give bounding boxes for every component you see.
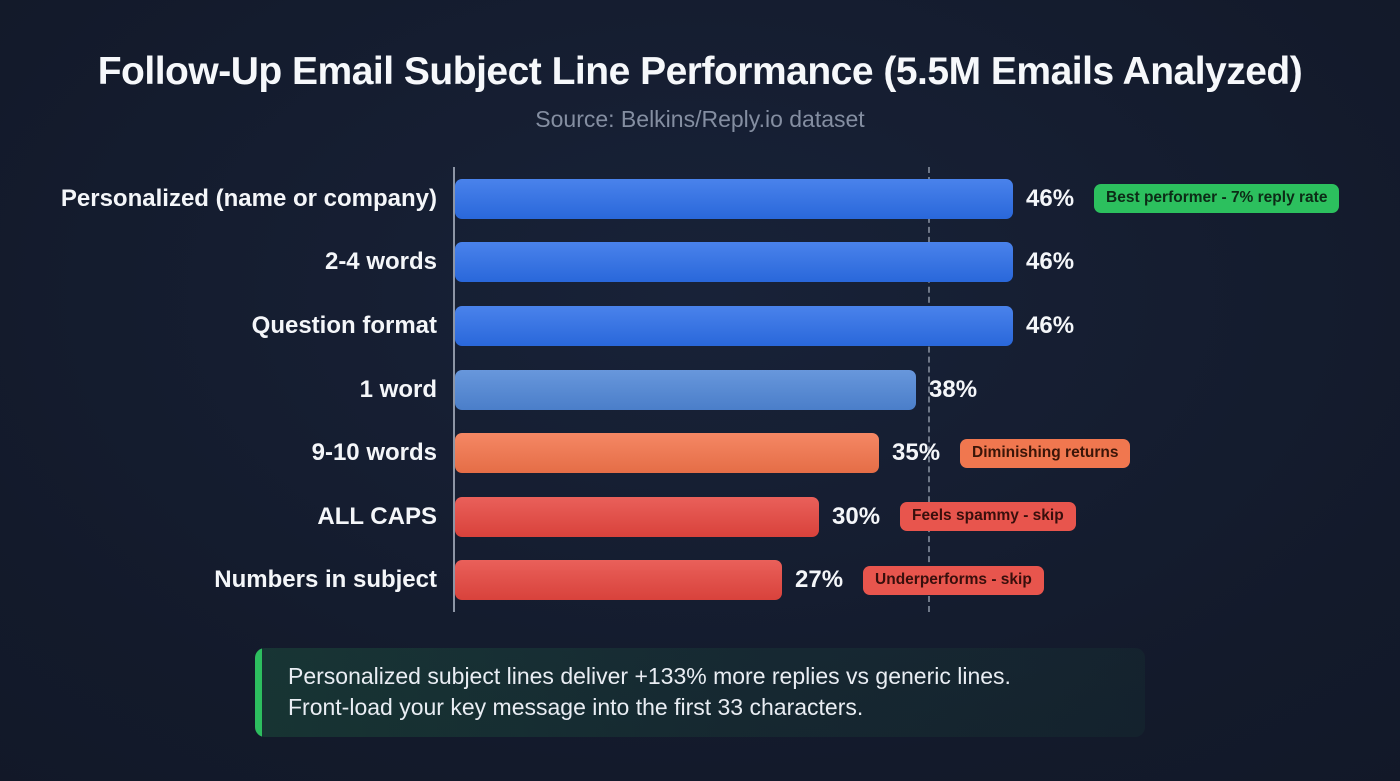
- value-label: 38%: [929, 375, 978, 403]
- category-label: 1 word: [359, 375, 437, 403]
- category-label: 9-10 words: [311, 439, 437, 467]
- bar: [455, 242, 1013, 283]
- category-label: Personalized (name or company): [60, 184, 437, 212]
- benchmark-dashed-line: [928, 167, 930, 612]
- value-label: 27%: [795, 566, 844, 594]
- row-plot: 35% Diminishing returns: [455, 433, 1400, 474]
- bar-chart: Personalized (name or company) 46% Best …: [0, 167, 1400, 612]
- row-plot: 46%: [455, 305, 1400, 346]
- annotation-badge: Best performer - 7% reply rate: [1094, 184, 1340, 214]
- value-label: 30%: [832, 502, 881, 530]
- chart-row: Question format 46%: [0, 294, 1400, 358]
- bar: [455, 560, 782, 601]
- row-plot: 38%: [455, 369, 1400, 410]
- chart-row: Personalized (name or company) 46% Best …: [0, 167, 1400, 231]
- annotation-badge: Underperforms - skip: [863, 565, 1044, 595]
- bar: [455, 305, 1013, 346]
- chart-row: 2-4 words 46%: [0, 231, 1400, 295]
- insight-accent-bar: [255, 648, 262, 737]
- category-label: Numbers in subject: [214, 566, 437, 594]
- row-plot: 46% Best performer - 7% reply rate: [455, 178, 1400, 219]
- chart-row: 1 word 38%: [0, 358, 1400, 422]
- value-label: 46%: [1026, 248, 1075, 276]
- y-axis-line: [453, 167, 455, 612]
- annotation-badge: Feels spammy - skip: [900, 502, 1076, 532]
- insight-line-1: Personalized subject lines deliver +133%…: [288, 663, 1011, 689]
- chart-row: 9-10 words 35% Diminishing returns: [0, 421, 1400, 485]
- bar: [455, 178, 1013, 219]
- bar: [455, 433, 879, 474]
- header: Follow-Up Email Subject Line Performance…: [0, 0, 1400, 133]
- category-label: Question format: [251, 311, 437, 339]
- chart-row: Numbers in subject 27% Underperforms - s…: [0, 548, 1400, 612]
- value-label: 46%: [1026, 184, 1075, 212]
- row-plot: 27% Underperforms - skip: [455, 560, 1400, 601]
- value-label: 46%: [1026, 311, 1075, 339]
- insight-callout: Personalized subject lines deliver +133%…: [255, 648, 1145, 737]
- source-subtitle: Source: Belkins/Reply.io dataset: [535, 106, 865, 132]
- value-label: 35%: [892, 439, 941, 467]
- row-plot: 30% Feels spammy - skip: [455, 496, 1400, 537]
- insight-text: Personalized subject lines deliver +133%…: [262, 648, 1037, 737]
- chart-rows: Personalized (name or company) 46% Best …: [0, 167, 1400, 612]
- annotation-badge: Diminishing returns: [960, 438, 1131, 468]
- chart-row: ALL CAPS 30% Feels spammy - skip: [0, 485, 1400, 549]
- category-label: ALL CAPS: [317, 502, 437, 530]
- page-title: Follow-Up Email Subject Line Performance…: [97, 50, 1303, 93]
- bar: [455, 369, 916, 410]
- row-plot: 46%: [455, 242, 1400, 283]
- category-label: 2-4 words: [324, 248, 437, 276]
- insight-line-2: Front-load your key message into the fir…: [288, 694, 864, 720]
- bar: [455, 496, 819, 537]
